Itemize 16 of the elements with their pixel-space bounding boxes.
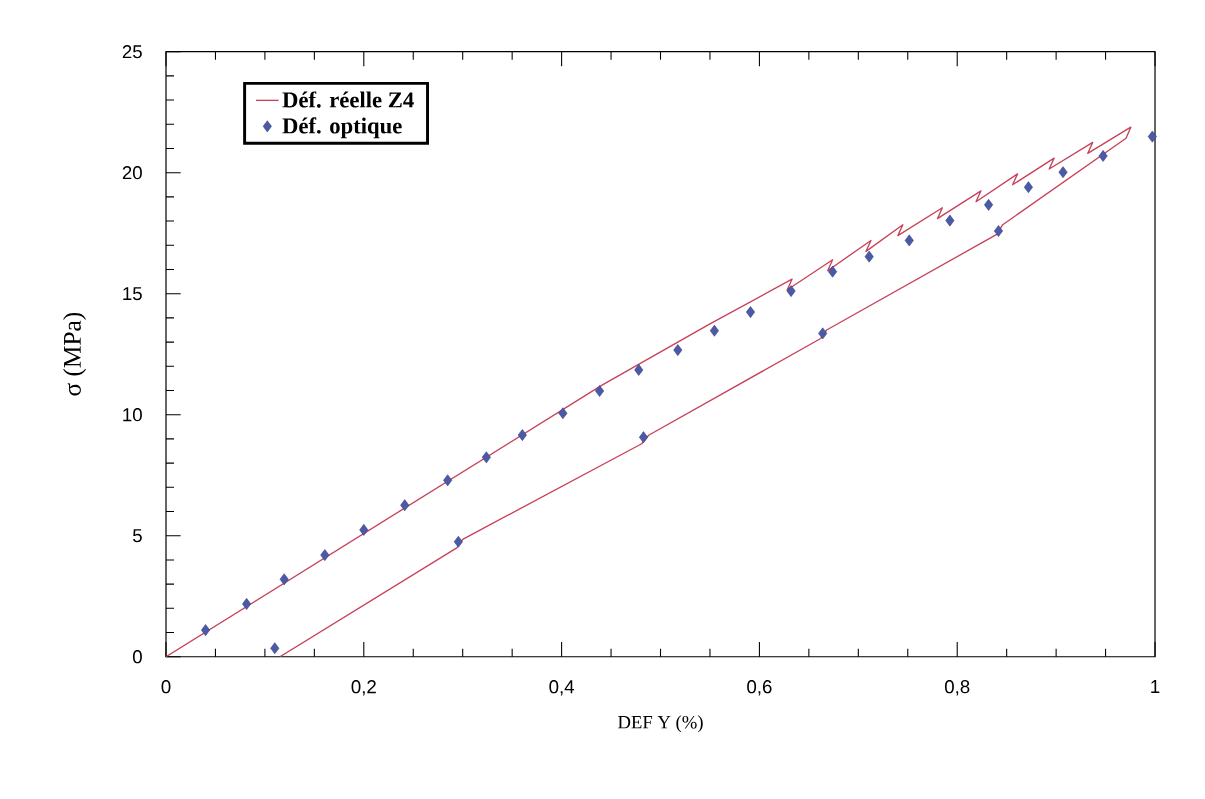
x-tick-label: 0,2	[351, 680, 376, 696]
x-tick-label: 0,6	[747, 680, 772, 696]
x-tick-label: 0,8	[944, 680, 970, 696]
x-axis-title: DEF Y (%)	[618, 715, 703, 733]
y-tick-label: 25	[122, 45, 142, 59]
legend-label: Déf. optique	[282, 117, 402, 139]
y-tick-label: 20	[122, 166, 142, 180]
x-tick-label: 0	[161, 680, 171, 694]
x-tick-label: 1	[1151, 680, 1160, 693]
y-tick-label: 15	[123, 287, 142, 301]
y-tick-label: 10	[123, 408, 142, 422]
y-tick-label: 5	[132, 529, 142, 543]
y-axis-title: σ (MPa)	[63, 312, 87, 396]
y-tick-label: 0	[132, 650, 142, 664]
x-tick-label: 0,4	[549, 680, 575, 696]
legend-label: Déf. réelle Z4	[282, 91, 414, 108]
